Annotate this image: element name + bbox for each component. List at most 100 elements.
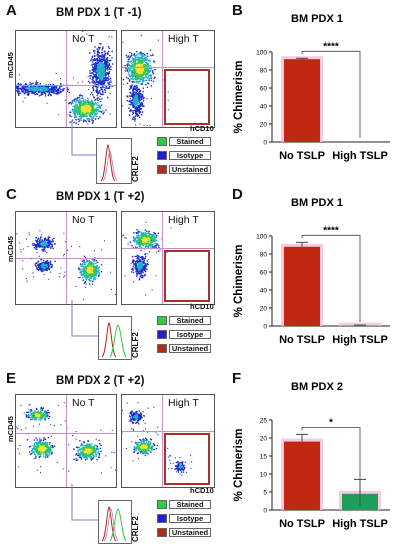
legend-swatch bbox=[157, 137, 167, 146]
facs-plot-c-high-t bbox=[121, 211, 215, 305]
facs-plot-e-no-t bbox=[15, 394, 117, 488]
x-tick-label: No TSLP bbox=[279, 150, 325, 162]
panel-e-cond-no-t: No T bbox=[72, 397, 95, 409]
panel-a-cond-no-t: No T bbox=[72, 33, 95, 45]
y-tick-label: 60 bbox=[260, 86, 268, 93]
y-tick-label: 5 bbox=[263, 490, 267, 497]
y-tick-label: 20 bbox=[260, 436, 268, 443]
panel-e-ylabel: mCD45 bbox=[6, 416, 15, 442]
significance-bracket bbox=[301, 234, 361, 322]
panel-c-cond-high-t: High T bbox=[168, 214, 199, 226]
panel-label-e: E bbox=[6, 370, 17, 387]
y-tick-label: 40 bbox=[260, 104, 268, 111]
y-axis-label: % Chimerism bbox=[233, 429, 245, 502]
legend-label: Stained bbox=[169, 137, 211, 146]
y-tick-label: 20 bbox=[260, 306, 268, 313]
bar-0 bbox=[284, 246, 320, 326]
panel-c-ylabel: mCD45 bbox=[6, 236, 15, 262]
histogram-e bbox=[98, 500, 132, 544]
y-tick-label: 10 bbox=[260, 472, 268, 479]
facs-plot-c-no-t bbox=[15, 211, 117, 305]
panel-label-a: A bbox=[6, 2, 17, 19]
panel-c-title: BM PDX 1 (T +2) bbox=[56, 191, 145, 203]
legend-label: Unstained bbox=[169, 528, 211, 537]
panel-label-c: C bbox=[6, 186, 17, 203]
bar-shadow bbox=[339, 322, 381, 326]
panel-a-ylabel: mCD45 bbox=[6, 52, 15, 78]
x-tick-label: No TSLP bbox=[279, 334, 325, 346]
legend-a: Stained Isotype Unstained bbox=[157, 137, 213, 181]
panel-e-cond-high-t: High T bbox=[168, 397, 199, 409]
bar-chart-d: BM PDX 1 % Chimerism 0 20 40 60 80 100 No TSLP Hi… bbox=[233, 197, 390, 346]
bar-0 bbox=[284, 59, 320, 143]
panel-label-b: B bbox=[232, 2, 243, 19]
legend-label: Unstained bbox=[169, 344, 211, 353]
y-tick-label: 25 bbox=[260, 418, 268, 425]
dot-cloud bbox=[16, 31, 114, 125]
panel-a-title: BM PDX 1 (T -1) bbox=[56, 7, 142, 19]
x-tick-label: High TSLP bbox=[332, 518, 388, 530]
legend-label: Isotype bbox=[169, 514, 211, 523]
y-tick-label: 0 bbox=[263, 324, 267, 331]
panel-a-xlabel: hCD10 bbox=[190, 124, 214, 133]
legend-swatch bbox=[157, 151, 167, 160]
y-tick-label: 15 bbox=[260, 454, 268, 461]
y-tick-label: 60 bbox=[260, 270, 268, 277]
gate-box bbox=[164, 433, 210, 485]
histogram-c-label: CRLF2 bbox=[131, 332, 140, 358]
legend-label: Stained bbox=[169, 500, 211, 509]
significance-marker: * bbox=[329, 417, 333, 428]
bar-chart-b: BM PDX 1 % Chimerism 0 20 40 60 80 100 No TSLP Hi… bbox=[233, 13, 390, 162]
legend-e: Stained Isotype Unstained bbox=[157, 500, 213, 544]
legend-swatch bbox=[157, 330, 167, 339]
panel-e-title: BM PDX 2 (T +2) bbox=[56, 375, 145, 387]
chart-title: BM PDX 2 bbox=[291, 381, 343, 393]
histogram-a bbox=[96, 138, 132, 184]
y-axis-label: % Chimerism bbox=[233, 245, 245, 318]
facs-plot-e-high-t bbox=[121, 394, 215, 488]
significance-bracket bbox=[301, 50, 361, 138]
chart-title: BM PDX 1 bbox=[291, 197, 343, 209]
x-tick-label: High TSLP bbox=[332, 150, 388, 162]
panel-c-cond-no-t: No T bbox=[72, 214, 95, 226]
chart-title: BM PDX 1 bbox=[291, 13, 343, 25]
facs-plot-a-high-t bbox=[121, 30, 215, 128]
x-tick-label: No TSLP bbox=[279, 518, 325, 530]
panel-label-d: D bbox=[232, 186, 243, 203]
y-tick-label: 80 bbox=[260, 68, 268, 75]
histogram-a-label: CRLF2 bbox=[131, 156, 140, 182]
significance-bracket bbox=[301, 427, 361, 506]
legend-swatch bbox=[157, 344, 167, 353]
panel-label-f: F bbox=[232, 370, 242, 387]
histogram-e-label: CRLF2 bbox=[131, 516, 140, 542]
legend-label: Isotype bbox=[169, 151, 211, 160]
panel-e-xlabel: hCD10 bbox=[190, 486, 214, 495]
y-tick-label: 40 bbox=[260, 288, 268, 295]
legend-label: Isotype bbox=[169, 330, 211, 339]
y-tick-label: 100 bbox=[256, 234, 267, 241]
y-tick-label: 20 bbox=[260, 122, 268, 129]
legend-c: Stained Isotype Unstained bbox=[157, 316, 213, 360]
legend-swatch bbox=[157, 528, 167, 537]
facs-plot-a-no-t bbox=[15, 30, 117, 128]
legend-swatch bbox=[157, 514, 167, 523]
y-tick-label: 100 bbox=[256, 50, 267, 57]
significance-marker: **** bbox=[323, 225, 339, 236]
legend-swatch bbox=[157, 500, 167, 509]
x-tick-label: High TSLP bbox=[332, 334, 388, 346]
histogram-c bbox=[98, 316, 132, 360]
panel-c-xlabel: hCD10 bbox=[190, 302, 214, 311]
gate-box bbox=[164, 250, 210, 302]
legend-label: Stained bbox=[169, 316, 211, 325]
y-tick-label: 80 bbox=[260, 252, 268, 259]
legend-label: Unstained bbox=[169, 165, 211, 174]
gate-box bbox=[164, 69, 210, 125]
significance-marker: **** bbox=[323, 41, 339, 52]
y-axis-label: % Chimerism bbox=[233, 61, 245, 134]
legend-swatch bbox=[157, 165, 167, 174]
panel-a-cond-high-t: High T bbox=[168, 33, 199, 45]
y-tick-label: 0 bbox=[263, 508, 267, 515]
y-tick-label: 0 bbox=[263, 140, 267, 147]
legend-swatch bbox=[157, 316, 167, 325]
bar-0 bbox=[284, 441, 320, 510]
